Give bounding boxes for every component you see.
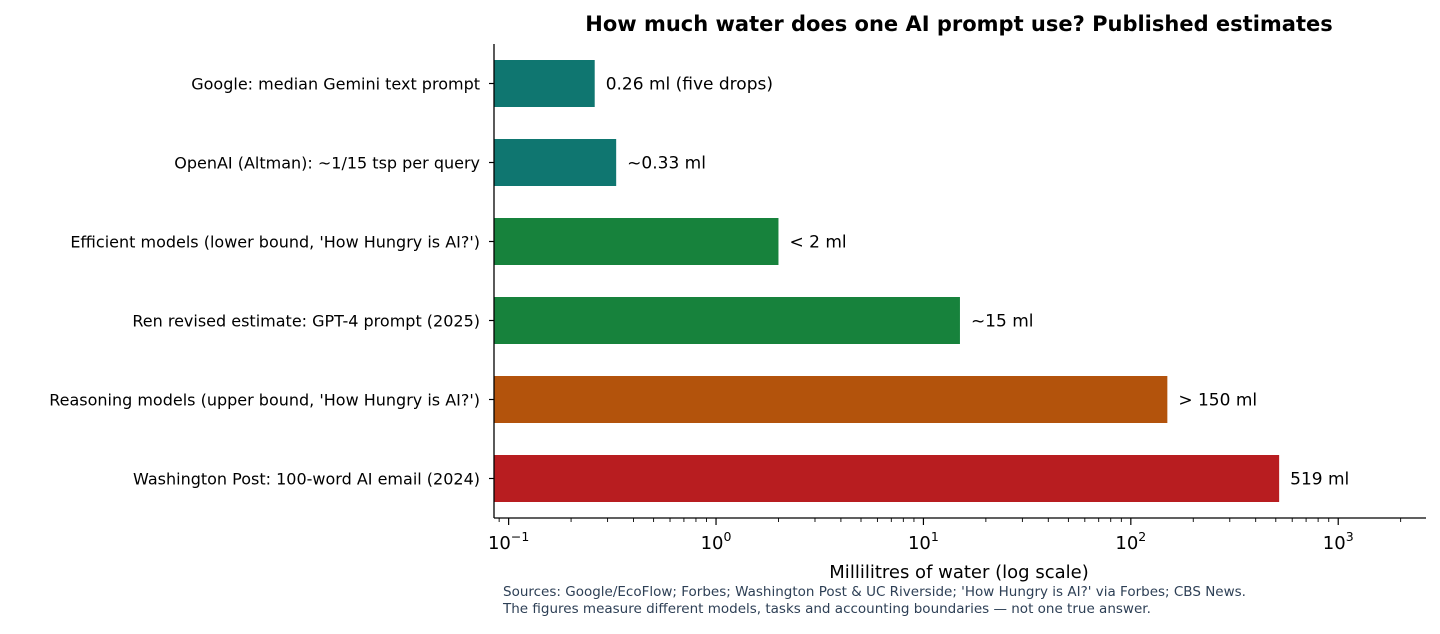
category-label: Efficient models (lower bound, 'How Hung… [70, 233, 480, 252]
category-label: Washington Post: 100-word AI email (2024… [133, 470, 480, 489]
bar [494, 455, 1280, 502]
x-tick-label: 103 [1323, 529, 1354, 554]
x-tick-label: 102 [1115, 529, 1146, 554]
category-label: OpenAI (Altman): ~1/15 tsp per query [174, 154, 480, 173]
bar-value-label: ~0.33 ml [627, 154, 706, 174]
x-axis-label: Millilitres of water (log scale) [829, 562, 1088, 583]
category-label: Ren revised estimate: GPT-4 prompt (2025… [132, 312, 480, 331]
bar [494, 60, 595, 107]
bar-value-label: > 150 ml [1178, 391, 1257, 411]
bar [494, 297, 960, 344]
chart-title: How much water does one AI prompt use? P… [585, 12, 1332, 36]
category-label: Google: median Gemini text prompt [191, 75, 480, 94]
bar-value-label: 519 ml [1290, 470, 1349, 490]
footnote-caveat: The figures measure different models, ta… [503, 601, 1151, 617]
axes-layer: Google: median Gemini text prompt OpenAI … [49, 44, 1426, 554]
bars-layer: 0.26 ml (five drops) ~0.33 ml < 2 ml ~15 ml… [494, 60, 1349, 502]
x-tick-label: 10−1 [488, 529, 529, 554]
bar [494, 376, 1168, 423]
bar [494, 139, 617, 186]
x-tick-label: 100 [701, 529, 732, 554]
footnote-sources: Sources: Google/EcoFlow; Forbes; Washing… [503, 584, 1246, 600]
category-label: Reasoning models (upper bound, 'How Hung… [49, 391, 480, 410]
bar-value-label: 0.26 ml (five drops) [606, 75, 773, 95]
bar [494, 218, 779, 265]
bar-value-label: < 2 ml [789, 233, 846, 253]
x-tick-label: 101 [908, 529, 939, 554]
bar-value-label: ~15 ml [971, 312, 1034, 332]
